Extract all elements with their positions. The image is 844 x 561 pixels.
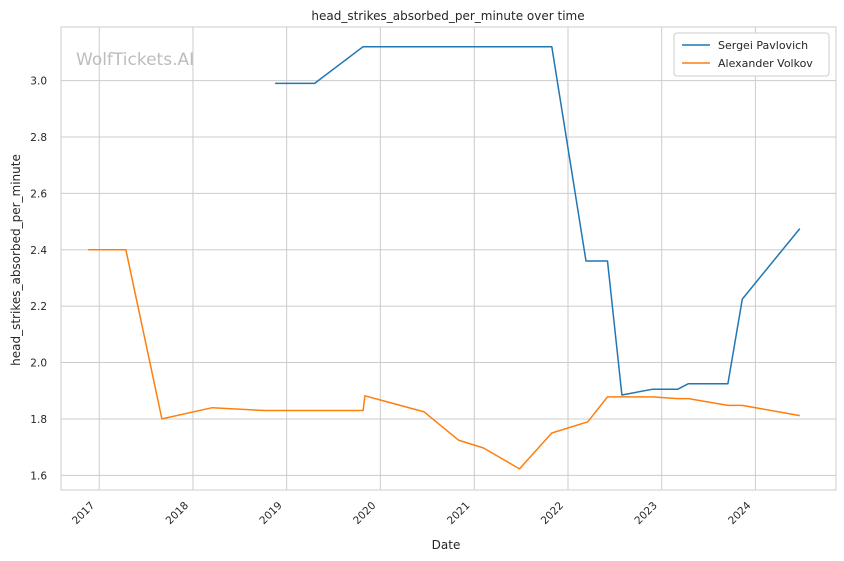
legend-label-alexander-volkov: Alexander Volkov bbox=[718, 57, 813, 70]
legend-box bbox=[673, 32, 830, 77]
y-tick-label-2.0: 2.0 bbox=[30, 358, 47, 370]
y-tick-label-1.8: 1.8 bbox=[30, 414, 47, 426]
y-axis-label: head_strikes_absorbed_per_minute bbox=[9, 154, 23, 366]
legend-label-sergei-pavlovich: Sergei Pavlovich bbox=[718, 39, 808, 52]
series-line-alexander-volkov bbox=[88, 249, 800, 470]
series-line-sergei-pavlovich bbox=[275, 45, 801, 396]
grid-lines bbox=[61, 27, 836, 490]
y-tick-label-2.2: 2.2 bbox=[30, 301, 47, 313]
y-tick-label-3.0: 3.0 bbox=[30, 76, 47, 88]
y-tick-label-2.4: 2.4 bbox=[30, 245, 47, 257]
series-layer bbox=[88, 45, 801, 470]
y-tick-labels: 1.6 1.8 2.0 2.2 2.4 2.6 2.8 3.0 bbox=[30, 76, 47, 483]
chart-title: head_strikes_absorbed_per_minute over ti… bbox=[311, 9, 584, 23]
y-tick-label-2.6: 2.6 bbox=[30, 188, 47, 200]
y-tick-label-1.6: 1.6 bbox=[30, 470, 47, 482]
y-tick-label-2.8: 2.8 bbox=[30, 132, 47, 144]
plot-area-frame bbox=[60, 26, 837, 491]
legend: Sergei Pavlovich Alexander Volkov bbox=[673, 32, 830, 77]
x-axis-label: Date bbox=[432, 538, 461, 552]
watermark: WolfTickets.AI bbox=[76, 50, 194, 70]
